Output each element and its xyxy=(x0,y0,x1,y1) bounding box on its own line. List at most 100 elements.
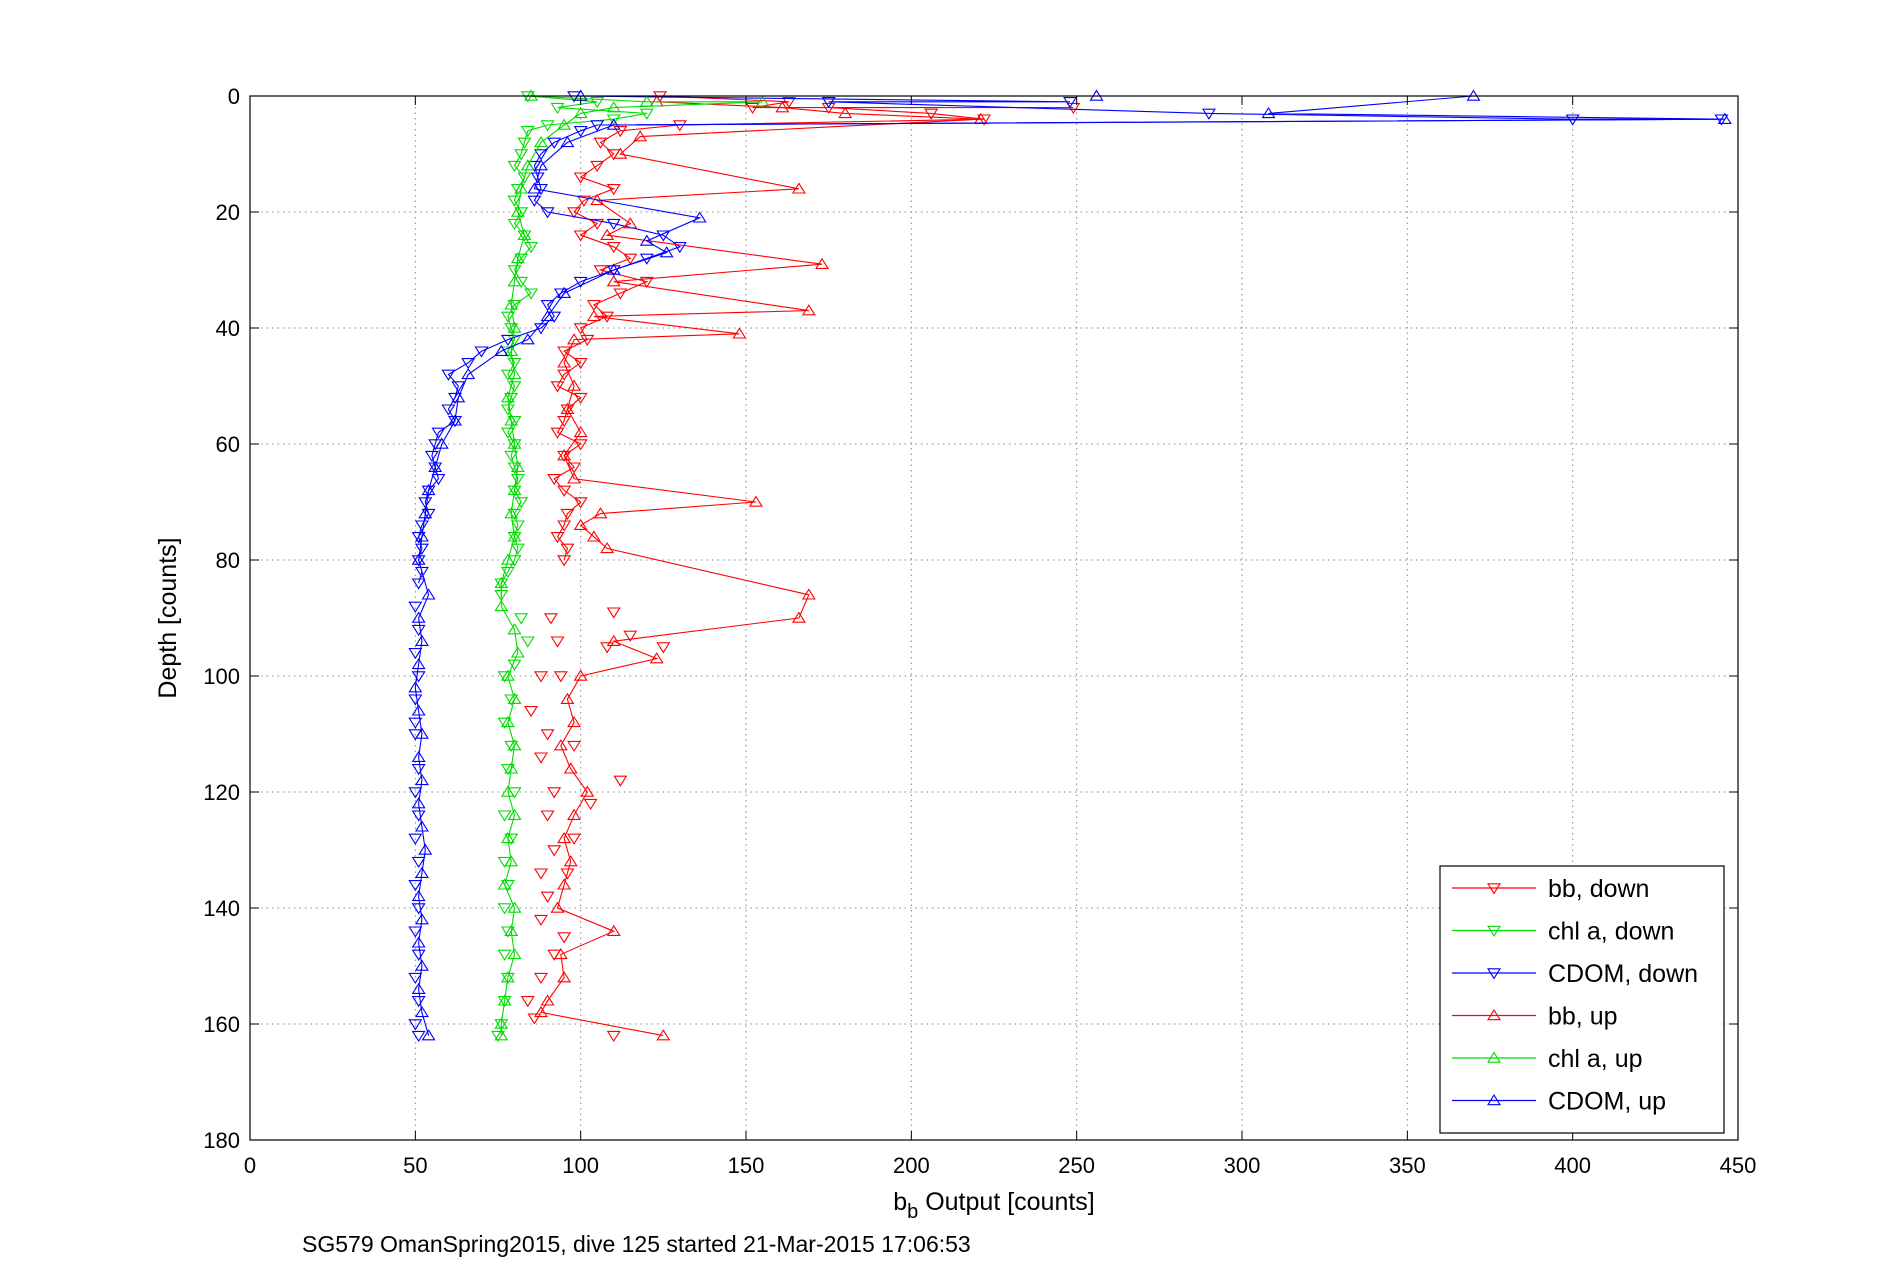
data-point-marker xyxy=(411,889,426,902)
data-point-marker xyxy=(573,126,588,138)
data-point-marker xyxy=(414,566,429,579)
dive-caption: SG579 OmanSpring2015, dive 125 started 2… xyxy=(302,1231,971,1257)
data-point-marker xyxy=(441,404,456,416)
data-point-marker xyxy=(550,102,565,115)
data-point-marker xyxy=(560,404,575,416)
data-point-marker xyxy=(527,1013,542,1025)
data-point-marker xyxy=(606,924,621,936)
data-point-marker xyxy=(600,228,615,240)
series-line xyxy=(553,95,1074,561)
data-point-marker xyxy=(494,1017,509,1029)
x-tick-label: 0 xyxy=(244,1153,256,1178)
data-point-marker xyxy=(550,381,565,393)
data-point-marker xyxy=(411,982,426,994)
data-point-marker xyxy=(500,311,515,323)
data-point-marker xyxy=(497,949,512,961)
data-point-marker xyxy=(507,160,522,173)
data-point-marker xyxy=(540,120,555,132)
data-point-marker xyxy=(560,543,575,555)
data-point-marker xyxy=(781,97,796,109)
data-point-marker xyxy=(567,333,582,345)
data-point-marker xyxy=(424,450,439,463)
data-point-marker xyxy=(600,311,615,323)
data-point-marker xyxy=(553,671,568,683)
data-point-marker xyxy=(500,334,515,347)
data-point-marker xyxy=(500,764,515,776)
y-tick-label: 60 xyxy=(216,432,240,457)
data-point-marker xyxy=(567,207,582,219)
data-point-marker xyxy=(411,611,426,623)
data-point-marker xyxy=(623,630,638,642)
series-7 xyxy=(491,613,535,1043)
data-point-marker xyxy=(633,130,648,142)
data-point-marker xyxy=(649,652,664,664)
data-point-marker xyxy=(977,114,992,126)
data-point-marker xyxy=(1714,114,1729,126)
data-point-marker xyxy=(497,717,512,729)
data-point-marker xyxy=(411,764,426,776)
y-tick-label: 120 xyxy=(203,780,240,805)
data-point-marker xyxy=(838,106,853,119)
data-point-marker xyxy=(567,740,582,753)
data-point-marker xyxy=(500,404,515,416)
data-point-marker xyxy=(448,414,463,426)
data-point-marker xyxy=(507,532,522,544)
data-point-marker xyxy=(659,246,674,258)
data-point-marker xyxy=(504,450,519,463)
x-axis-label-subscript: b xyxy=(907,1201,918,1223)
data-point-marker xyxy=(507,659,522,671)
data-point-marker xyxy=(672,120,687,132)
data-point-marker xyxy=(451,391,466,403)
y-tick-label: 140 xyxy=(203,896,240,921)
data-point-marker xyxy=(924,108,939,120)
series-6 xyxy=(408,601,426,1043)
data-point-marker xyxy=(431,427,446,439)
data-point-marker xyxy=(494,578,509,590)
data-point-marker xyxy=(560,402,575,414)
data-point-marker xyxy=(576,195,591,207)
data-point-marker xyxy=(606,101,621,113)
data-point-marker xyxy=(500,972,515,985)
data-point-marker xyxy=(517,137,532,149)
data-point-marker xyxy=(414,913,429,925)
data-point-marker xyxy=(748,495,763,507)
data-point-marker xyxy=(573,106,588,119)
data-point-marker xyxy=(1089,89,1104,101)
data-point-marker xyxy=(613,288,628,300)
data-point-marker xyxy=(411,1030,426,1043)
data-point-marker xyxy=(461,367,476,380)
data-point-marker xyxy=(557,878,572,890)
data-point-marker xyxy=(411,949,426,961)
data-point-marker xyxy=(1487,883,1501,895)
data-point-marker xyxy=(815,257,830,269)
y-tick-label: 100 xyxy=(203,664,240,689)
data-point-marker xyxy=(414,520,429,532)
legend-entry-label: bb, down xyxy=(1548,875,1649,903)
data-point-marker xyxy=(573,358,588,370)
data-point-marker xyxy=(524,288,539,300)
data-point-marker xyxy=(408,787,423,799)
data-point-marker xyxy=(567,462,582,474)
data-point-marker xyxy=(557,831,572,844)
data-point-marker xyxy=(755,95,770,107)
data-point-marker xyxy=(543,613,558,625)
data-point-marker xyxy=(639,95,654,107)
y-tick-label: 0 xyxy=(228,84,240,109)
data-point-marker xyxy=(507,218,522,231)
data-point-marker xyxy=(573,497,588,509)
data-point-marker xyxy=(533,671,548,683)
data-point-marker xyxy=(563,855,578,867)
data-point-marker xyxy=(408,694,423,706)
data-point-marker xyxy=(517,230,532,242)
data-point-marker xyxy=(414,866,429,878)
data-point-marker xyxy=(573,276,588,289)
data-point-marker xyxy=(500,971,515,983)
legend-box xyxy=(1439,865,1725,1134)
data-point-marker xyxy=(567,833,582,845)
data-point-marker xyxy=(520,996,535,1008)
data-point-marker xyxy=(606,218,621,231)
data-point-marker xyxy=(557,416,572,428)
data-point-marker xyxy=(590,160,605,173)
data-point-marker xyxy=(1063,97,1078,109)
data-point-marker xyxy=(600,642,615,654)
